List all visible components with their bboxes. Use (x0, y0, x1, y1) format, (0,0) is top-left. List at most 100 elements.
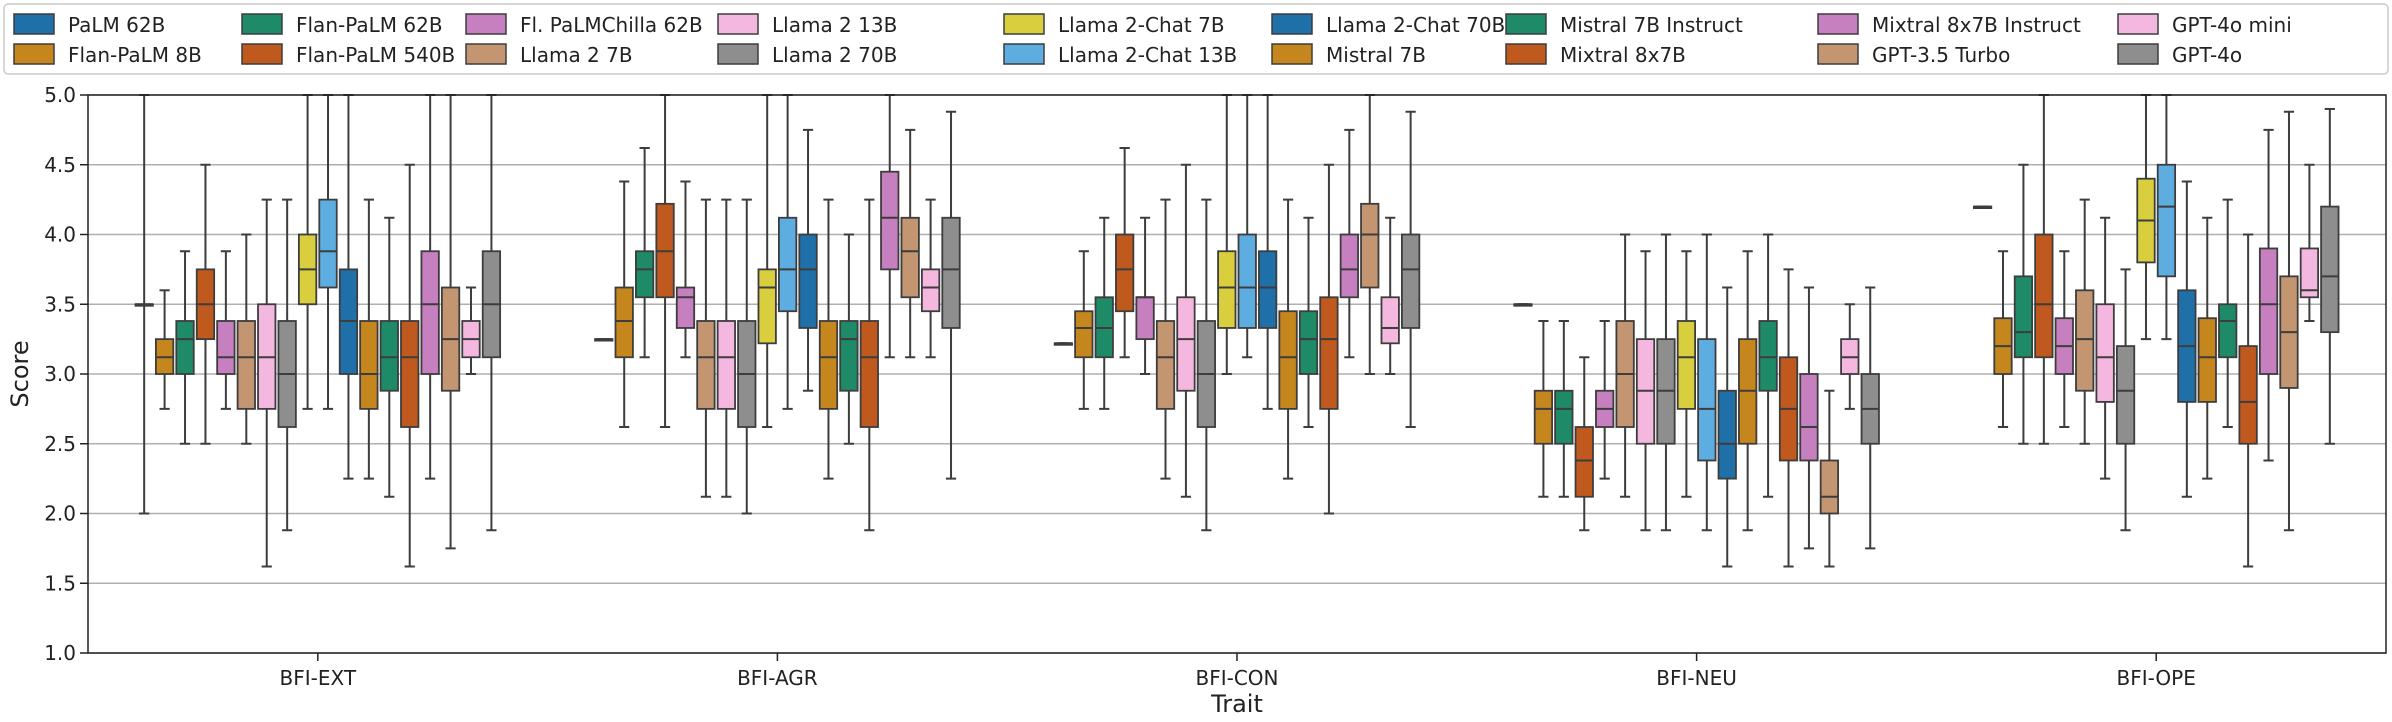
box-body (1237, 233, 1257, 329)
box-BFI-AGR-0 (594, 338, 614, 342)
box-BFI-CON-12 (1298, 216, 1319, 429)
box-BFI-AGR-4 (675, 180, 696, 359)
legend-swatch (1271, 43, 1313, 65)
x-tick-label: BFI-EXT (280, 666, 357, 690)
box-body (778, 216, 798, 313)
legend-item: Flan-PaLM 62B (241, 13, 443, 37)
box-BFI-CON-13 (1319, 163, 1339, 515)
box-body (839, 320, 859, 392)
box-BFI-CON-10 (1258, 94, 1278, 410)
box-body (1574, 426, 1594, 498)
legend-swatch (13, 43, 55, 65)
box-body (635, 250, 655, 299)
box-BFI-CON-1 (1074, 250, 1094, 410)
box-BFI-AGR-12 (839, 233, 859, 445)
box-body (1258, 250, 1278, 329)
legend-swatch (1271, 13, 1313, 35)
box-BFI-NEU-16 (1840, 303, 1860, 410)
legend-label: Llama 2-Chat 7B (1058, 13, 1225, 37)
box-BFI-CON-8 (1217, 94, 1237, 375)
legend-label: PaLM 62B (68, 13, 165, 37)
box-BFI-CON-11 (1278, 198, 1298, 480)
box-BFI-OPE-0 (1972, 205, 1993, 210)
box-BFI-EXT-11 (359, 198, 379, 480)
legend-label: Fl. PaLMChilla 62B (520, 13, 703, 37)
box-body (2034, 233, 2054, 359)
legend-swatch (1817, 13, 1859, 35)
legend-item: Llama 2 70B (717, 43, 897, 67)
box-BFI-AGR-6 (716, 198, 736, 498)
box-BFI-CON-14 (1339, 128, 1359, 359)
box-body (2320, 205, 2340, 334)
box-body (1319, 296, 1339, 410)
box-BFI-AGR-5 (696, 198, 716, 498)
box-body (2238, 345, 2258, 445)
x-tick-label: BFI-AGR (737, 666, 818, 690)
y-tick-label: 1.0 (44, 641, 76, 665)
box-body (716, 320, 736, 410)
box-body (318, 198, 338, 289)
legend-label: Mixtral 8x7B Instruct (1872, 13, 2081, 37)
box-BFI-NEU-13 (1778, 268, 1799, 568)
legend-item: Llama 2-Chat 13B (1003, 43, 1237, 67)
y-tick-label: 3.0 (44, 362, 76, 386)
box-BFI-CON-15 (1360, 94, 1380, 375)
legend-label: Mistral 7B (1326, 43, 1426, 67)
box-BFI-EXT-0 (134, 94, 154, 515)
box-BFI-EXT-14 (420, 94, 440, 480)
box-BFI-OPE-17 (2320, 107, 2340, 445)
box-BFI-AGR-13 (859, 198, 879, 532)
legend-label: Flan-PaLM 62B (296, 13, 443, 37)
legend-label: Llama 2 13B (772, 13, 897, 37)
legend-label: Flan-PaLM 540B (296, 43, 455, 67)
box-BFI-OPE-5 (2075, 198, 2095, 445)
box-body (1533, 389, 1554, 445)
box-BFI-EXT-3 (195, 163, 216, 445)
box-body (1298, 310, 1319, 375)
legend-swatch (1003, 43, 1045, 65)
legend-label: GPT-3.5 Turbo (1872, 43, 2010, 67)
legend-item: Llama 2 7B (465, 43, 633, 67)
box-BFI-OPE-2 (2013, 163, 2034, 445)
box-BFI-CON-9 (1237, 94, 1257, 359)
box-BFI-EXT-13 (400, 163, 420, 568)
box-body (2218, 303, 2238, 359)
legend-swatch (465, 43, 507, 65)
box-body (1074, 310, 1094, 359)
box-BFI-EXT-10 (338, 94, 359, 480)
box-BFI-NEU-7 (1656, 233, 1676, 532)
box-BFI-OPE-10 (2177, 180, 2197, 498)
box-body (2258, 247, 2279, 375)
box-body (1176, 296, 1196, 392)
box-body (2075, 289, 2095, 392)
box-body (1819, 459, 1839, 515)
box-BFI-NEU-14 (1799, 286, 1819, 550)
legend-label: GPT-4o (2172, 43, 2242, 67)
y-tick-label: 4.0 (44, 223, 76, 247)
box-body (859, 320, 879, 428)
box-body (920, 268, 941, 313)
box-BFI-NEU-3 (1574, 356, 1594, 532)
y-tick-label: 1.5 (44, 571, 76, 595)
box-BFI-NEU-12 (1758, 233, 1778, 498)
box-BFI-NEU-9 (1697, 233, 1717, 532)
box-BFI-OPE-13 (2238, 233, 2258, 568)
box-BFI-OPE-9 (2156, 94, 2177, 341)
box-body (420, 250, 440, 375)
box-BFI-AGR-2 (635, 147, 655, 359)
box-BFI-AGR-14 (880, 94, 900, 359)
box-BFI-CON-17 (1401, 110, 1421, 429)
box-body (696, 320, 716, 410)
y-tick-label: 3.5 (44, 292, 76, 316)
legend-item: Mistral 7B (1271, 43, 1426, 67)
box-BFI-EXT-5 (236, 233, 256, 445)
box-body (175, 320, 195, 375)
box-body (900, 216, 920, 299)
legend-item: PaLM 62B (13, 13, 165, 37)
x-tick-label: BFI-CON (1195, 666, 1278, 690)
legend-item: Mixtral 8x7B (1505, 43, 1686, 67)
legend-item: GPT-4o (2117, 43, 2242, 67)
box-body (1697, 338, 1717, 462)
box-body (216, 320, 236, 375)
legend-swatch (2117, 13, 2159, 35)
